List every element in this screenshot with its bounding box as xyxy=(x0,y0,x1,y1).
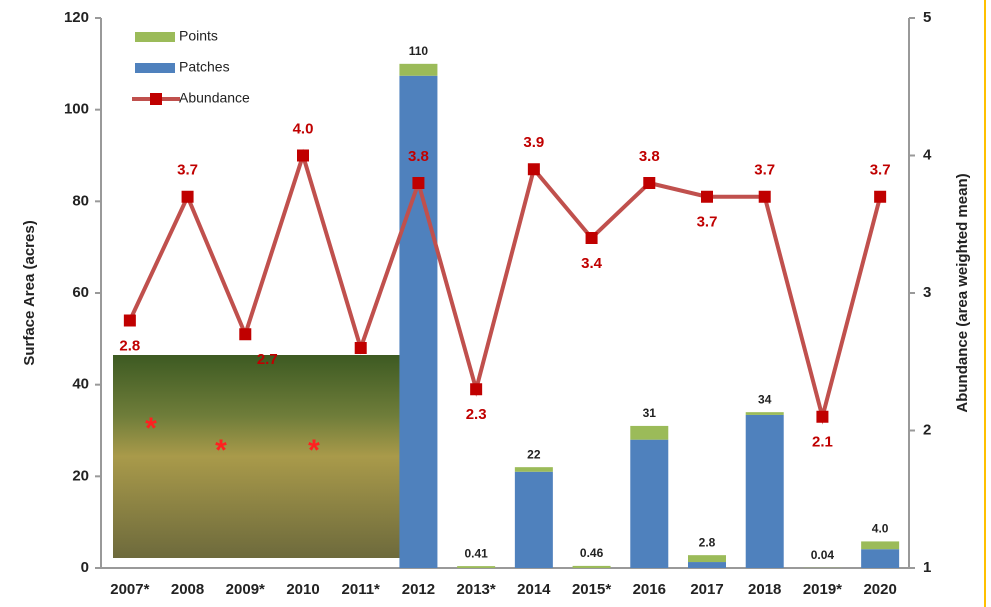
abundance-label: 3.8 xyxy=(408,148,429,165)
bar-segment xyxy=(861,541,900,550)
abundance-marker xyxy=(585,232,598,244)
abundance-marker xyxy=(123,314,136,327)
x-tick-label: 2014 xyxy=(517,581,551,598)
bar-total-label: 0.46 xyxy=(580,546,604,560)
bar-segment xyxy=(630,439,669,568)
x-tick-label: 2010 xyxy=(286,581,319,598)
bar-total-label: 34 xyxy=(758,392,772,406)
abundance-label: 2.7 xyxy=(257,351,278,368)
abundance-marker xyxy=(701,190,713,203)
photo-image xyxy=(113,355,405,558)
abundance-marker xyxy=(874,190,887,203)
legend-label: Patches xyxy=(179,59,230,75)
x-tick-label: 2016 xyxy=(633,581,666,598)
abundance-label: 3.7 xyxy=(870,162,891,179)
y-tick-label: 0 xyxy=(81,559,89,576)
photo: * * * xyxy=(113,63,900,568)
legend-label: Points xyxy=(179,28,218,44)
abundance-label: 3.8 xyxy=(639,148,660,165)
y-tick-label: 100 xyxy=(64,101,89,118)
bar-total-label: 22 xyxy=(527,447,541,461)
abundance-marker xyxy=(354,342,367,354)
bar-total-label: 4.0 xyxy=(872,522,889,536)
bar-segment xyxy=(457,566,496,568)
abundance-label: 3.9 xyxy=(523,134,544,151)
legend-swatch xyxy=(135,63,175,73)
x-tick-label: 2008 xyxy=(171,581,204,598)
x-tick-label: 2009* xyxy=(226,581,265,598)
y-tick-label: 20 xyxy=(72,467,89,484)
abundance-label: 3.7 xyxy=(754,162,775,179)
x-tick-label: 2019* xyxy=(803,581,842,598)
y2-tick-label: 5 xyxy=(923,9,931,26)
abundance-label: 3.7 xyxy=(177,162,198,179)
x-tick-label: 2012 xyxy=(402,581,435,598)
legend-marker xyxy=(150,93,162,105)
abundance-label: 4.0 xyxy=(293,120,314,137)
abundance-marker xyxy=(816,410,829,423)
bar-segment xyxy=(399,63,438,76)
abundance-label: 3.4 xyxy=(581,255,603,272)
x-tick-label: 2015* xyxy=(572,581,611,598)
y2-tick-label: 2 xyxy=(923,421,931,438)
y-tick-label: 40 xyxy=(72,376,89,393)
bar-segment xyxy=(688,562,726,568)
abundance-marker xyxy=(470,383,483,396)
x-tick-label: 2011* xyxy=(342,581,381,598)
y-axis-title: Surface Area (acres) xyxy=(21,220,38,365)
bar-segment xyxy=(399,75,438,568)
x-tick-label: 2020 xyxy=(863,581,896,598)
y-tick-label: 120 xyxy=(64,9,89,26)
bar-segment xyxy=(514,467,553,472)
bar-total-label: 2.8 xyxy=(699,535,716,549)
abundance-label: 3.7 xyxy=(697,214,718,231)
bar-segment xyxy=(688,555,726,563)
legend-label: Abundance xyxy=(179,90,250,106)
abundance-label: 2.3 xyxy=(466,406,487,423)
x-tick-label: 2007* xyxy=(110,581,149,598)
y2-axis-title: Abundance (area weighted mean) xyxy=(954,173,971,412)
x-tick-label: 2018 xyxy=(748,581,781,598)
abundance-label: 2.1 xyxy=(812,434,833,451)
bar-total-label: 0.04 xyxy=(811,548,835,562)
y2-tick-label: 4 xyxy=(923,146,932,163)
bar-total-label: 31 xyxy=(643,406,657,420)
bar-segment xyxy=(514,471,553,568)
abundance-marker xyxy=(181,190,194,203)
bar-segment xyxy=(630,425,669,440)
abundance-marker xyxy=(297,149,309,162)
x-tick-label: 2017 xyxy=(690,581,723,598)
abundance-marker xyxy=(758,190,771,203)
y2-tick-label: 3 xyxy=(923,284,931,301)
bar-segment xyxy=(572,565,611,568)
abundance-marker xyxy=(643,177,656,189)
abundance-marker xyxy=(412,177,425,189)
photo-marker: * xyxy=(308,434,320,467)
photo-marker: * xyxy=(215,434,227,467)
bar-segment xyxy=(745,414,784,568)
y-tick-label: 80 xyxy=(72,192,89,209)
bar-segment xyxy=(861,549,900,568)
abundance-label: 2.8 xyxy=(119,337,140,354)
y-tick-label: 60 xyxy=(72,284,89,301)
photo-marker: * xyxy=(145,412,157,445)
bar-total-label: 110 xyxy=(409,44,429,58)
abundance-marker xyxy=(527,163,540,176)
bar-total-label: 0.41 xyxy=(464,546,488,560)
y2-tick-label: 1 xyxy=(923,559,931,576)
x-tick-label: 2013* xyxy=(457,581,496,598)
legend-swatch xyxy=(135,32,175,42)
abundance-marker xyxy=(239,328,252,341)
bar-segment xyxy=(745,412,784,415)
abundance-line xyxy=(128,148,883,425)
